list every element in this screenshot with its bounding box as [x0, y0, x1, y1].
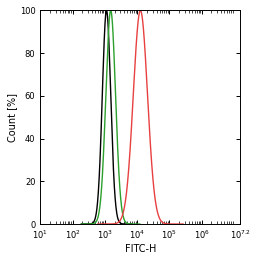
Y-axis label: Count [%]: Count [%] — [7, 93, 17, 142]
X-axis label: FITC-H: FITC-H — [125, 244, 156, 254]
